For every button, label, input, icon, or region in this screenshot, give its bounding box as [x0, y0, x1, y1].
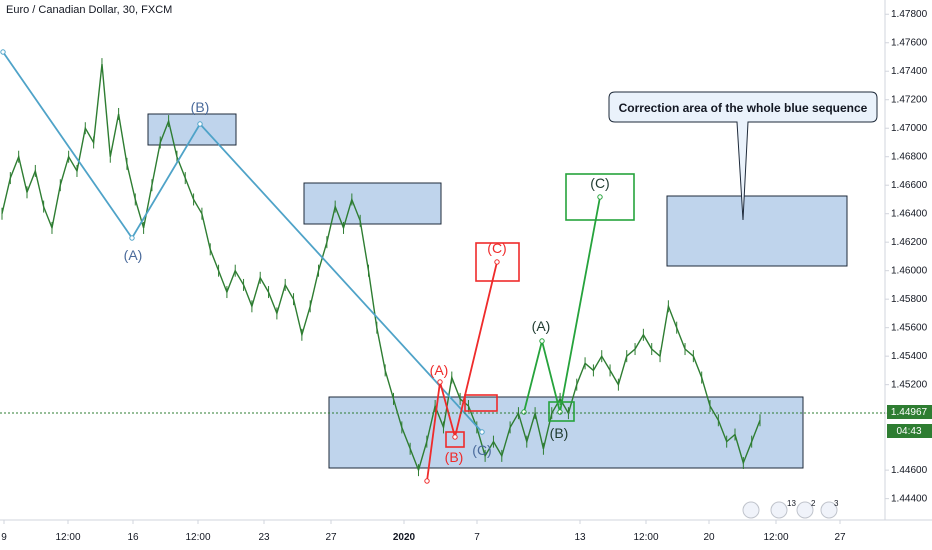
red-wave-node [437, 379, 443, 385]
price-tick-label: 1.47400 [891, 66, 928, 77]
wave-label-green-c: (C) [590, 175, 609, 191]
zone-top-area [303, 182, 442, 225]
time-tick-label: 13 [574, 532, 586, 543]
red-wave-node [424, 478, 430, 484]
wave-label-red-c: (C) [487, 240, 506, 256]
countdown-value: 04:43 [896, 426, 921, 437]
time-tick-label: 12:00 [55, 532, 80, 543]
blue-wave-node [197, 121, 203, 127]
green-wave-node [539, 338, 545, 344]
price-tick-label: 1.45800 [891, 294, 928, 305]
event-badge-2[interactable] [770, 501, 788, 519]
callout-text: Correction area of the whole blue sequen… [619, 101, 868, 115]
time-tick-label: 12:00 [633, 532, 658, 543]
callout-bubble [608, 91, 878, 221]
event-badge-1[interactable] [742, 501, 760, 519]
time-tick-label: 2020 [393, 532, 416, 543]
price-tick-label: 1.45600 [891, 323, 928, 334]
event-badge-3[interactable] [796, 501, 814, 519]
price-tick-label: 1.45400 [891, 351, 928, 362]
time-tick-label: 27 [325, 532, 337, 543]
last-price-badge [887, 405, 932, 419]
wave-label-red-a: (A) [430, 362, 449, 378]
price-series [1, 58, 761, 477]
red-wave-node [452, 434, 458, 440]
wave-label-green-a: (A) [532, 318, 551, 334]
correction-zone [666, 195, 848, 267]
time-axis[interactable]: 9 12:00 16 12:00 23 27 2020 7 13 12:00 20 12:00 27 [1, 520, 846, 543]
price-tick-label: 1.47000 [891, 123, 928, 134]
countdown-badge [887, 424, 932, 438]
price-tick-label: 1.46600 [891, 180, 928, 191]
green-b-box [548, 401, 575, 422]
time-tick-label: 12:00 [763, 532, 788, 543]
time-tick-label: 7 [474, 532, 480, 543]
zone-b-area [147, 113, 237, 146]
green-wave-node [557, 409, 563, 415]
green-wave-node [597, 194, 603, 200]
price-tick-label: 1.47800 [891, 9, 928, 20]
event-badges[interactable]: 13 2 3 [742, 499, 839, 519]
wave-label-blue-b: (B) [191, 99, 210, 115]
red-wave-node [494, 259, 500, 265]
green-c-box [565, 173, 635, 221]
blue-wave-node [479, 429, 485, 435]
price-tick-label: 1.46200 [891, 237, 928, 248]
wave-lines [0, 49, 603, 484]
price-axis[interactable]: 1.47800 1.47600 1.47400 1.47200 1.47000 1.468… [885, 9, 928, 505]
event-badge-3-count: 2 [811, 499, 816, 508]
price-tick-label: 1.47200 [891, 95, 928, 106]
time-tick-label: 23 [258, 532, 270, 543]
time-tick-label: 20 [703, 532, 715, 543]
price-tick-label: 1.44600 [891, 465, 928, 476]
time-tick-label: 27 [834, 532, 846, 543]
time-tick-label: 12:00 [185, 532, 210, 543]
red-b-box [445, 431, 465, 448]
wave-label-green-b: (B) [550, 425, 569, 441]
red-c-box [475, 242, 520, 282]
price-tick-label: 1.44400 [891, 494, 928, 505]
price-tick-label: 1.45200 [891, 380, 928, 391]
price-tick-label: 1.46800 [891, 152, 928, 163]
wave-label-blue-c: (C) [472, 442, 491, 458]
red-mid-box [464, 394, 498, 412]
chart-title: Euro / Canadian Dollar, 30, FXCM [6, 4, 173, 16]
green-wave-node [521, 409, 527, 415]
blue-wave-node [0, 49, 6, 55]
price-tick-label: 1.46000 [891, 266, 928, 277]
green-wave [523, 196, 601, 413]
blue-wave-node [129, 235, 135, 241]
price-line [1, 64, 761, 473]
time-tick-label: 16 [127, 532, 139, 543]
event-badge-2-count: 13 [787, 499, 796, 508]
event-badge-4-count: 3 [834, 499, 839, 508]
wave-label-blue-a: (A) [124, 247, 143, 263]
price-tick-label: 1.46400 [891, 209, 928, 220]
wave-label-red-b: (B) [445, 449, 464, 465]
red-wave [426, 261, 498, 482]
event-badge-4[interactable] [820, 501, 838, 519]
time-tick-label: 9 [1, 532, 7, 543]
blue-wave [2, 51, 483, 433]
price-tick-label: 1.47600 [891, 38, 928, 49]
last-price-value: 1.44967 [891, 407, 928, 418]
